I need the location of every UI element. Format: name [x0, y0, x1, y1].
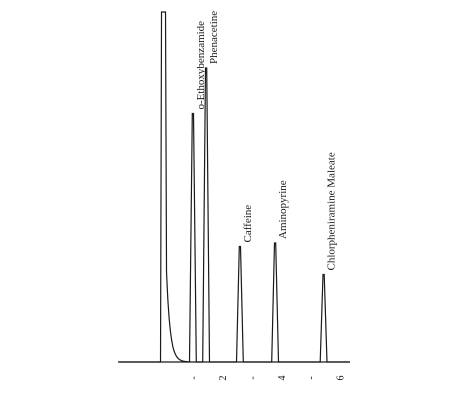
- x-tick-label-5: 6: [335, 376, 346, 381]
- peak-labels: o-Ethoxybenzamide Phenacetine Caffeine Amin…: [195, 11, 338, 271]
- peak-label-2: Caffeine: [242, 205, 254, 243]
- x-tick-label-1: 2: [218, 376, 229, 381]
- peak-label-0: o-Ethoxybenzamide: [195, 21, 207, 110]
- peak-label-4: Chlorpheniramine Maleate: [326, 152, 338, 270]
- x-tick-label-2: -: [247, 376, 258, 379]
- x-tick-label-0: -: [189, 376, 200, 379]
- chromatogram-trace: [119, 11, 350, 363]
- peak-label-1: Phenacetine: [208, 11, 220, 64]
- peak-label-3: Aminopyrine: [277, 180, 289, 239]
- x-tick-label-4: -: [306, 376, 317, 379]
- x-tick-label-3: 4: [277, 376, 288, 381]
- x-axis-ticks: - 2 - 4 - 6: [189, 376, 347, 381]
